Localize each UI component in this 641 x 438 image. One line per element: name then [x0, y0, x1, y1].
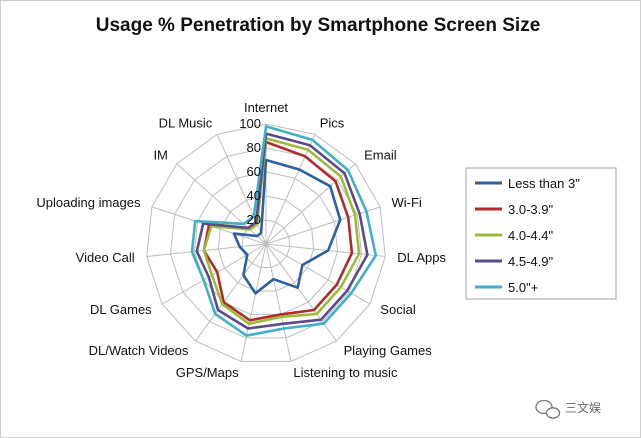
legend-label: 4.0-4.4" [508, 228, 553, 243]
grid-spoke [195, 243, 267, 342]
legend-label: 3.0-3.9" [508, 202, 553, 217]
watermark: 三文娱 [535, 399, 601, 419]
grid-spoke [265, 243, 292, 362]
grid-spoke [265, 206, 381, 245]
grid-spoke [265, 243, 371, 305]
series-line-4 [195, 132, 369, 330]
series-line-3 [202, 137, 361, 326]
grid-ring-20 [241, 219, 291, 268]
radar-series [190, 125, 378, 337]
grid-spoke [161, 243, 267, 305]
grid-spoke [176, 163, 267, 245]
axis-label: Video Call [76, 250, 135, 265]
grid-ring-60 [193, 171, 339, 315]
grid-spoke [265, 243, 337, 342]
axis-label: DL Apps [397, 250, 446, 265]
tick-label: 40 [247, 188, 261, 203]
axis-label: DL/Watch Videos [89, 343, 189, 358]
legend-label: 4.5-4.9" [508, 254, 553, 269]
legend-label: Less than 3" [508, 176, 580, 191]
axis-label: Pics [320, 115, 345, 130]
legend: Less than 3" 3.0-3.9" 4.0-4.4" 4.5-4.9" 5.0"… [465, 167, 617, 300]
axis-labels: Internet Pics Email Wi-Fi DL Apps Social Playi… [36, 100, 446, 380]
grid-spoke [146, 243, 267, 257]
grid-spoke [265, 243, 386, 257]
grid-ring-40 [217, 195, 315, 292]
axis-label: DL Music [159, 115, 213, 130]
radial-tick-labels: 20 40 60 80 100 [239, 116, 261, 227]
axis-label: Listening to music [293, 365, 398, 380]
tick-label: 80 [247, 140, 261, 155]
wechat-icon [535, 399, 561, 419]
grid-ring-100 [146, 123, 386, 362]
series-line-5 [190, 125, 378, 337]
tick-label: 100 [239, 116, 261, 131]
watermark-text: 三文娱 [565, 400, 601, 415]
tick-label: 20 [247, 212, 261, 227]
grid-spoke [216, 134, 267, 245]
tick-label: 60 [247, 164, 261, 179]
legend-label: 5.0"+ [508, 280, 538, 295]
axis-label: Internet [244, 100, 288, 115]
grid-spoke [240, 243, 267, 362]
axis-label: Email [364, 148, 397, 163]
axis-label: GPS/Maps [176, 365, 239, 380]
axis-label: Playing Games [344, 343, 433, 358]
axis-label: Uploading images [36, 195, 141, 210]
grid-spoke [265, 134, 316, 245]
axis-label: Wi-Fi [392, 195, 422, 210]
series-line-1 [232, 158, 342, 295]
chart-title: Usage % Penetration by Smartphone Screen… [96, 15, 541, 36]
axis-label: DL Games [90, 302, 152, 317]
axis-label: IM [153, 148, 167, 163]
axis-label: Social [380, 302, 416, 317]
